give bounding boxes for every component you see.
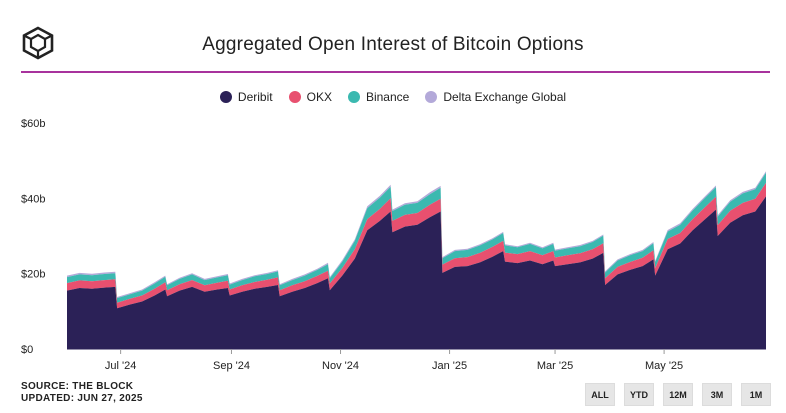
source-label: SOURCE: THE BLOCK: [21, 381, 134, 392]
y-tick-label: $60b: [21, 118, 45, 130]
legend-swatch: [219, 91, 232, 103]
range-button-all[interactable]: ALL: [585, 383, 615, 406]
y-tick-label: $40b: [21, 193, 45, 205]
area-series-deribit: [67, 196, 766, 349]
x-tick-label: Sep '24: [213, 360, 250, 372]
title-divider: [21, 71, 770, 73]
x-tick-label: May '25: [645, 360, 683, 372]
legend-label: Deribit: [237, 90, 273, 104]
y-tick-label: $0: [21, 344, 33, 356]
legend-swatch: [347, 91, 360, 103]
x-tick-label: Nov '24: [322, 360, 359, 372]
range-selector: ALL YTD 12M 3M 1M: [585, 383, 771, 406]
range-button-3m[interactable]: 3M: [702, 383, 732, 406]
legend-item-delta-exchange-global[interactable]: Delta Exchange Global: [425, 90, 566, 104]
chart-footer: SOURCE: THE BLOCK UPDATED: JUN 27, 2025: [21, 381, 143, 405]
x-tick-label: Jan '25: [432, 360, 467, 372]
chart-title: Aggregated Open Interest of Bitcoin Opti…: [202, 34, 584, 55]
legend-item-deribit[interactable]: Deribit: [219, 90, 273, 104]
legend-label: Binance: [365, 90, 410, 104]
range-button-12m[interactable]: 12M: [663, 383, 693, 406]
x-tick-label: Jul '24: [105, 360, 136, 372]
legend-label: OKX: [306, 90, 332, 104]
legend-label: Delta Exchange Global: [443, 90, 567, 104]
legend-item-binance[interactable]: Binance: [347, 90, 410, 104]
y-tick-label: $20b: [21, 269, 45, 281]
legend-swatch: [288, 91, 301, 103]
range-button-ytd[interactable]: YTD: [624, 383, 654, 406]
updated-label: UPDATED: JUN 27, 2025: [21, 393, 143, 404]
range-button-1m[interactable]: 1M: [741, 383, 771, 406]
x-tick-label: Mar '25: [537, 360, 573, 372]
chart-legend: Deribit OKX Binance Delta Exchange Global: [0, 90, 786, 104]
the-block-cube-logo-icon: [22, 26, 54, 60]
legend-swatch: [425, 91, 438, 103]
legend-item-okx[interactable]: OKX: [288, 90, 332, 104]
